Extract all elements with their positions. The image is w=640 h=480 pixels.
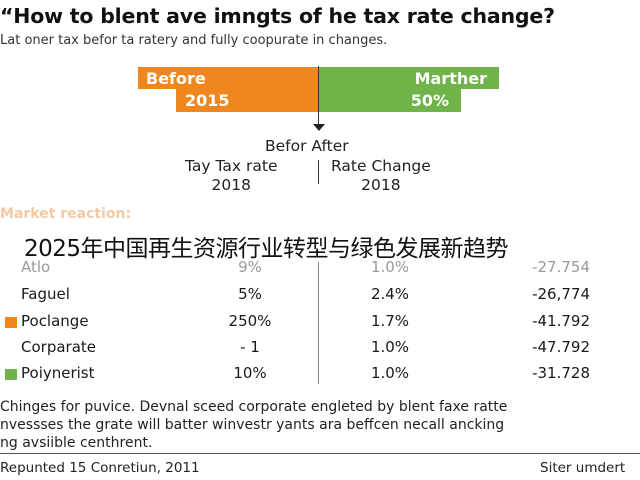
row-col2: 2.4% [370,285,410,303]
mid-right-line1: Rate Change [331,157,431,175]
mid-right-line2: 2018 [361,176,401,194]
row-col1: 5% [238,285,262,303]
row-col1: - 1 [240,338,260,356]
before-value-box: 2015 [176,89,319,112]
row-name: Corparate [21,338,96,356]
bottom-rule [0,453,640,454]
center-divider [318,66,319,126]
after-label: Marther [414,68,487,88]
mid-left-block: Tay Tax rate 2018 [185,157,278,195]
mid-left-line1: Tay Tax rate [185,157,278,175]
before-label-box: Before [138,67,319,89]
mid-separator [318,160,319,184]
table-row: Corparate - 1 1.0% -47.792 [0,338,640,362]
row-name: Poiynerist [21,364,95,382]
table-divider [318,262,319,384]
row-col3: -26,774 [532,285,590,303]
row-col2: 1.0% [370,258,410,276]
after-value: 50% [410,91,449,110]
after-label-box: Marther [319,67,499,89]
mid-right-block: Rate Change 2018 [331,157,431,195]
overlay-caption: 2025年中国再生资源行业转型与绿色发展新趋势 [24,236,509,262]
page-title: “How to blent ave imngts of he tax rate … [0,4,555,28]
footer-line-2: nvessses the grate will batter winvestr … [0,417,505,433]
row-col3: -27.754 [532,258,590,276]
row-name: Poclange [21,312,89,330]
footer-line-1: Chinges for puvice. Devnal sceed corpora… [0,399,508,415]
table-row: Poclange 250% 1.7% -41.792 [0,312,640,336]
row-col1: 250% [228,312,272,330]
table-row: Atlo 9% 1.0% -27.754 [0,258,640,282]
row-col2: 1.0% [370,338,410,356]
row-col1: 9% [238,258,262,276]
footer-notes: Chinges for puvice. Devnal sceed corpora… [0,398,507,452]
row-col2: 1.7% [370,312,410,330]
row-col3: -41.792 [532,312,590,330]
before-label: Before [146,68,206,88]
row-col3: -47.792 [532,338,590,356]
table-row: Poiynerist 10% 1.0% -31.728 [0,364,640,388]
before-value: 2015 [185,91,230,110]
source-note: Repunted 15 Conretiun, 2011 [0,460,200,476]
row-col1: 10% [233,364,267,382]
page-subtitle: Lat oner tax befor ta ratery and fully c… [0,33,388,48]
market-reaction-label: Market reaction: [0,206,132,222]
after-value-box: 50% [319,89,461,112]
row-name: Faguel [21,285,70,303]
row-name: Atlo [21,258,51,276]
row-col3: -31.728 [532,364,590,382]
green-swatch-icon [5,369,17,380]
down-arrow-icon [313,124,325,131]
source-credit: Siter umdert [540,460,626,476]
orange-swatch-icon [5,317,17,328]
footer-line-3: ng avsiible centhrent. [0,435,153,451]
table-row: Faguel 5% 2.4% -26,774 [0,285,640,309]
row-col2: 1.0% [370,364,410,382]
mid-left-line2: 2018 [211,176,251,194]
mid-heading: Befor After [265,137,349,155]
